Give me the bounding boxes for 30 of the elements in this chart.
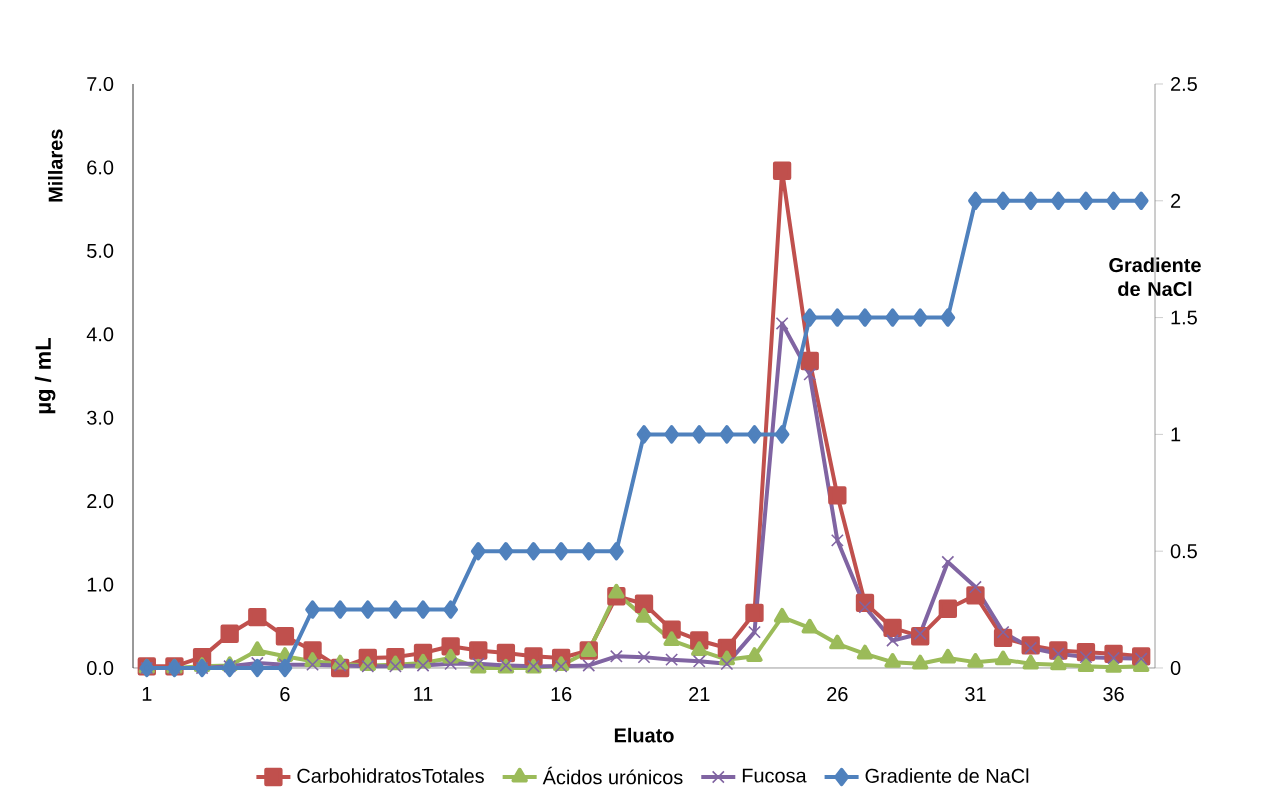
y2-axis-title: Gradiente de NaCl	[1109, 257, 1201, 296]
y-tick-label: 3.0	[87, 410, 114, 425]
legend-label: Gradiente de NaCl	[865, 768, 1029, 783]
x-tick-label: 11	[414, 686, 433, 701]
y2-tick-label: 2.5	[1171, 76, 1197, 91]
x-tick-label: 16	[551, 686, 572, 702]
y-tick-label: 5.0	[87, 243, 114, 258]
y2-tick-label: 0.5	[1170, 544, 1197, 559]
text: Millares	[48, 129, 63, 202]
y2-tick-label: 1	[1171, 427, 1181, 442]
y-tick-label: 7.0	[87, 76, 114, 91]
x-tick-label: 1	[142, 686, 152, 701]
legend-label: CarbohidratosTotales	[297, 768, 484, 783]
x-axis-title: Eluato	[614, 727, 674, 743]
y-tick-label: 0.0	[87, 660, 114, 675]
y-axis-title: µg / mL	[34, 338, 56, 414]
y2-tick-label: 1.5	[1171, 310, 1197, 325]
y-tick-label: 1.0	[87, 577, 114, 592]
x-tick-label: 36	[1103, 686, 1124, 702]
y-tick-label: 2.0	[87, 494, 114, 509]
y-tick-label: 4.0	[86, 327, 114, 342]
y2-tick-label: 0	[1170, 660, 1181, 675]
x-tick-label: 31	[965, 686, 986, 702]
y-tick-label: 6.0	[87, 160, 114, 175]
x-tick-label: 26	[827, 686, 848, 702]
x-tick-label: 6	[280, 686, 290, 702]
y2-tick-label: 2	[1171, 193, 1181, 208]
legend-label: Ácidos urónicos	[542, 766, 683, 785]
legend-label: Fucosa	[742, 768, 807, 783]
x-tick-label: 21	[689, 686, 710, 701]
